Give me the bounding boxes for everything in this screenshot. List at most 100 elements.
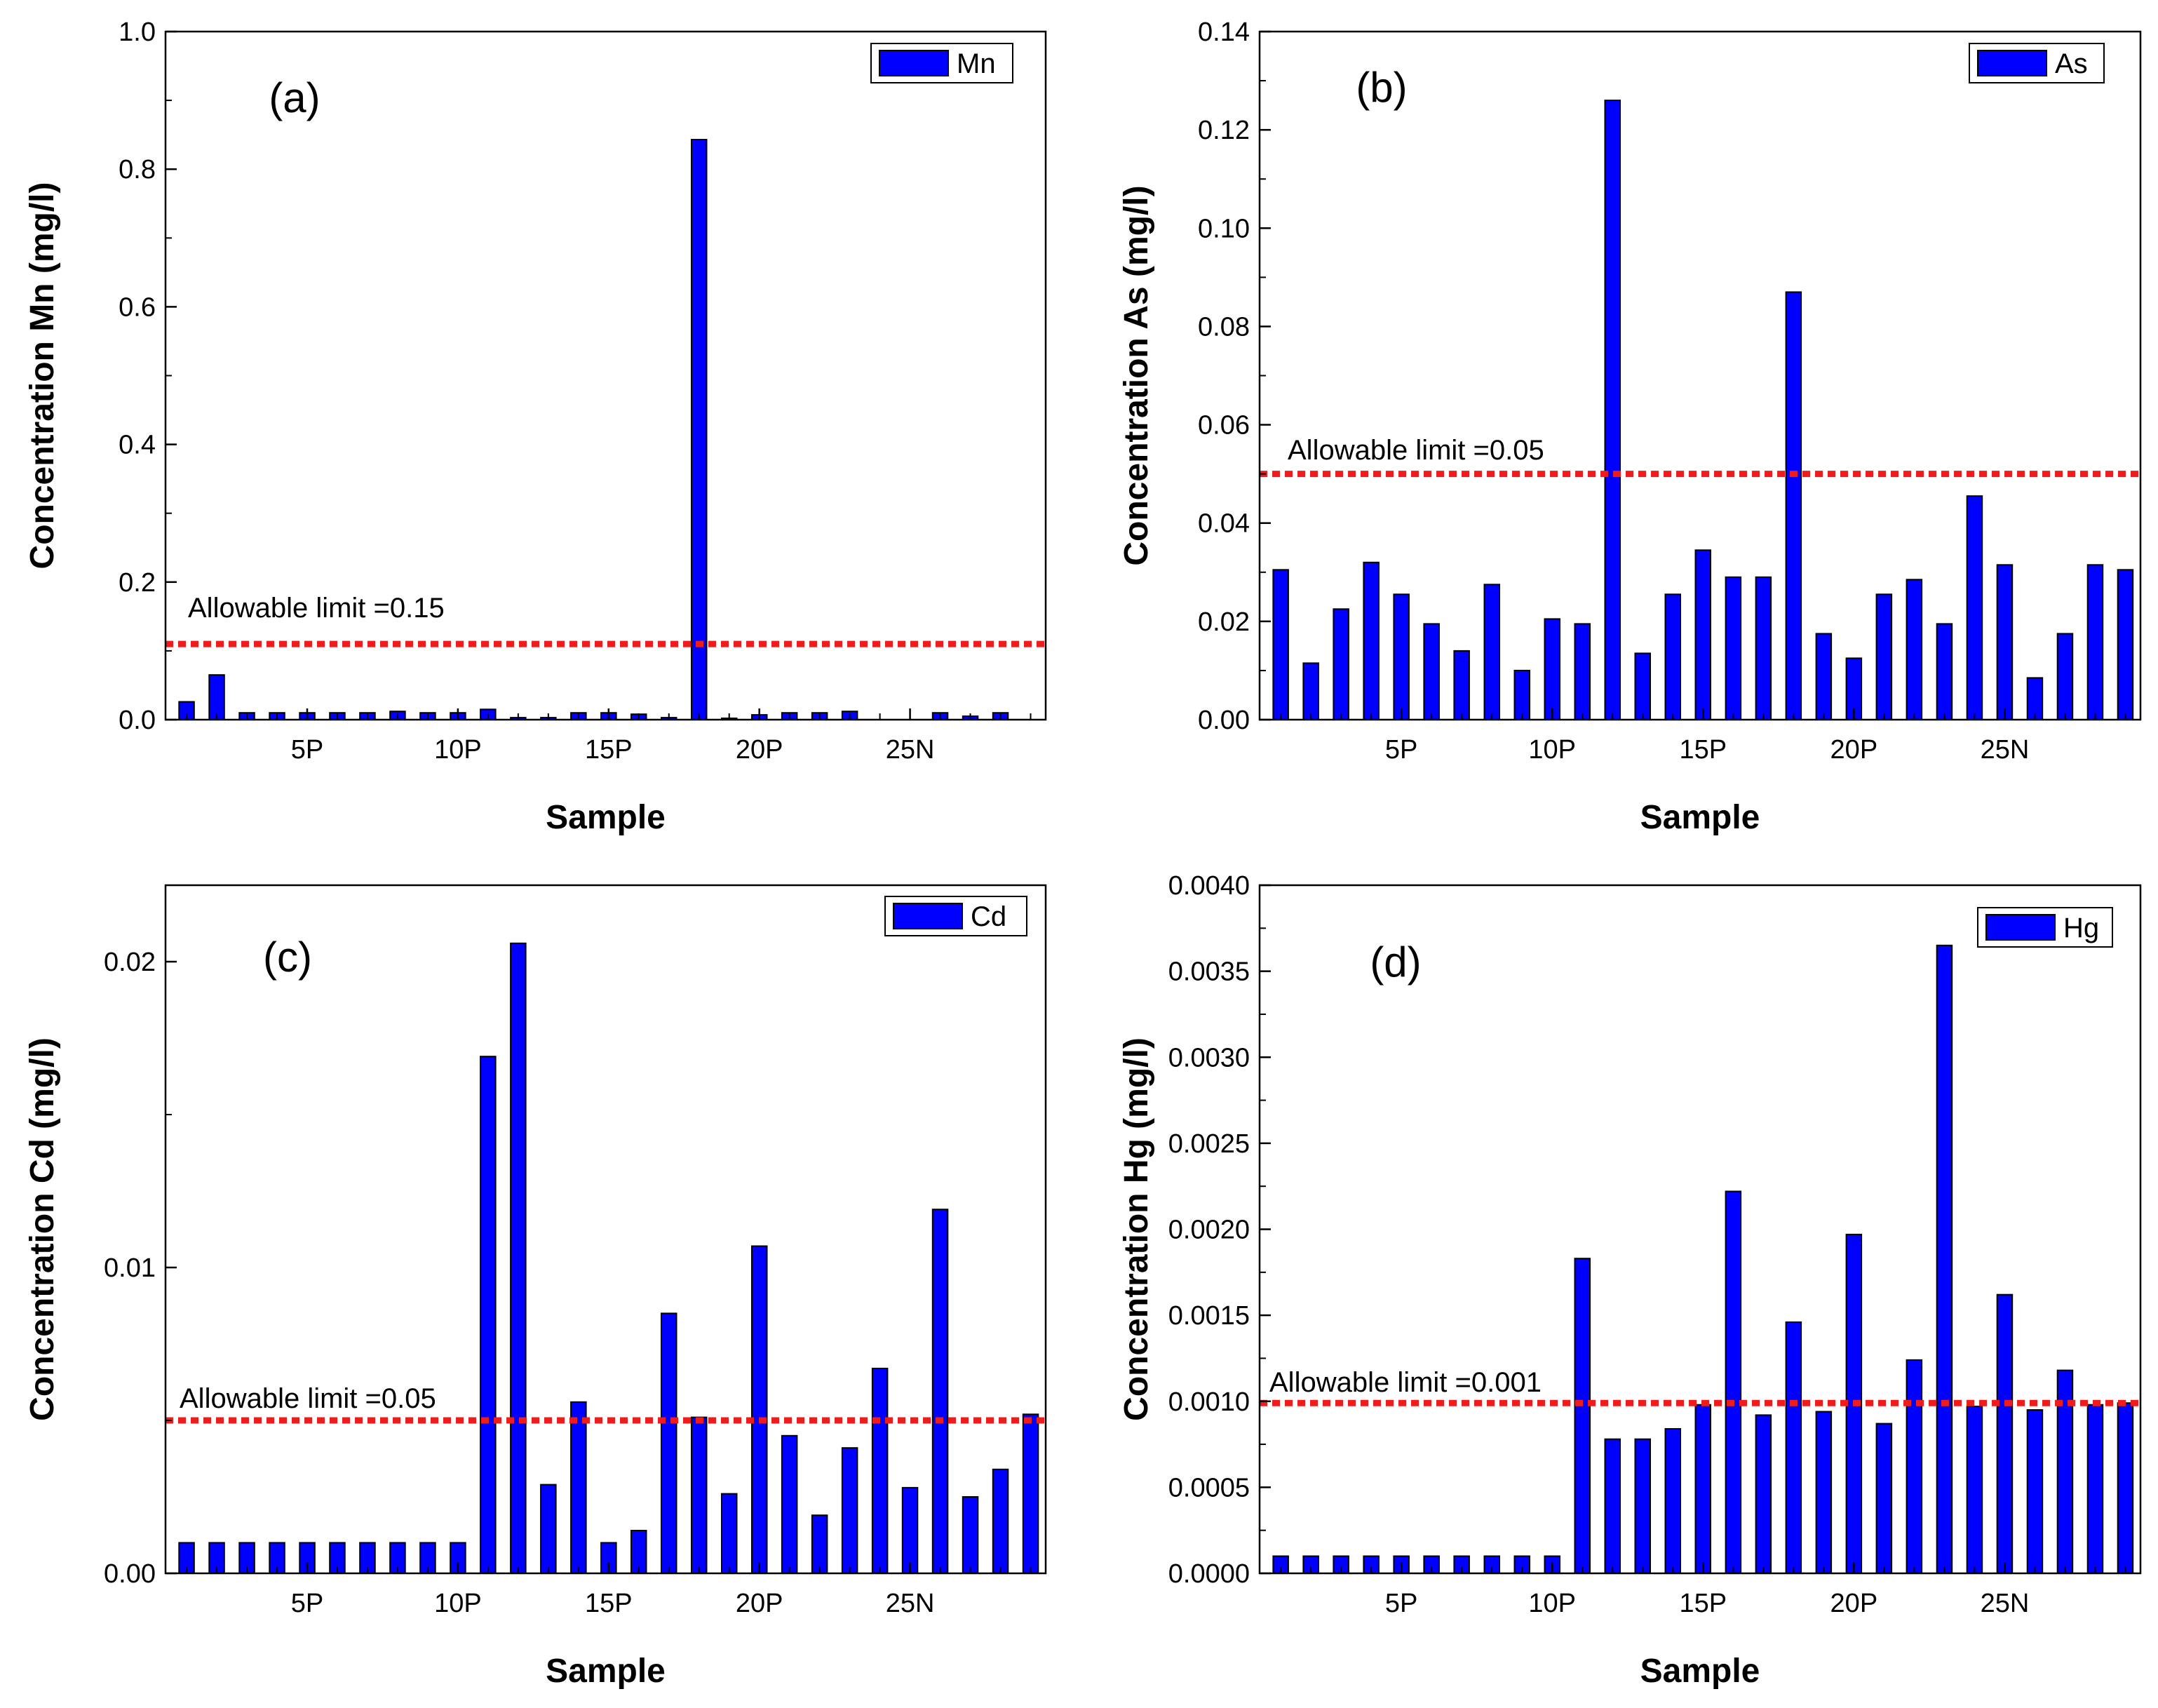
x-tick-label: 5P (1385, 1589, 1417, 1618)
panel-label: (b) (1356, 64, 1407, 111)
legend-label: As (2055, 48, 2088, 79)
legend-swatch (893, 903, 963, 929)
bar (2117, 1402, 2134, 1574)
bar (1996, 564, 2014, 720)
bar (781, 1434, 798, 1575)
bar (1363, 561, 1380, 720)
bar (1574, 1258, 1591, 1574)
y-tick-label: 0.10 (1198, 214, 1250, 243)
x-tick-label: 15P (585, 735, 633, 765)
bar (1022, 1413, 1039, 1575)
bar (2086, 564, 2104, 720)
bar (1906, 1359, 1923, 1575)
legend: Mn (870, 43, 1013, 83)
bar (1755, 1414, 1772, 1575)
plot-frame (164, 884, 1047, 1575)
bar (1604, 1438, 1621, 1574)
x-tick-label: 15P (1679, 1589, 1727, 1618)
bar (1936, 623, 1953, 721)
bar (691, 1416, 708, 1574)
x-tick-label: 25N (1981, 1589, 2030, 1618)
bar (1544, 618, 1560, 721)
allowable-limit-label: Allowable limit =0.05 (1288, 435, 1544, 466)
legend: Hg (1977, 907, 2113, 948)
y-tick-label: 0.08 (1198, 312, 1250, 342)
y-tick-label: 0.06 (1198, 411, 1250, 441)
legend: Cd (884, 896, 1027, 936)
allowable-limit-label: Allowable limit =0.05 (180, 1383, 436, 1414)
y-tick-label: 0.12 (1198, 116, 1250, 145)
x-tick-label: 20P (736, 1589, 783, 1618)
bar (1513, 669, 1530, 721)
bar (1785, 291, 1802, 720)
y-tick-label: 0.00 (104, 1559, 156, 1589)
legend-swatch (879, 50, 949, 76)
x-tick-label: 15P (585, 1589, 633, 1618)
bar (1333, 608, 1349, 720)
x-axis-title: Sample (1640, 799, 1760, 836)
bar (661, 1312, 677, 1575)
y-axis-title: Concentration As (mg/l) (1118, 185, 1155, 565)
bar (540, 1484, 557, 1575)
bar (751, 1245, 768, 1574)
bar (1574, 623, 1591, 721)
chart-panel-cd: Allowable limit =0.05 0.00 0.01 0.02 5P 10P 15… (24, 884, 1047, 1690)
bar (1725, 576, 1742, 720)
bar (691, 139, 708, 720)
bar (1664, 1428, 1681, 1574)
bar (2056, 633, 2074, 721)
y-tick-label: 0.0035 (1168, 957, 1250, 987)
y-tick-label: 0.00 (1198, 706, 1250, 735)
allowable-limit-label: Allowable limit =0.001 (1269, 1367, 1542, 1398)
bar (992, 1468, 1009, 1575)
x-tick-label: 5P (1385, 735, 1417, 765)
bar (570, 1401, 587, 1575)
bar (1966, 1406, 1983, 1574)
y-tick-label: 0.0025 (1168, 1129, 1250, 1159)
bar (1996, 1293, 2014, 1574)
bar (1815, 1411, 1833, 1574)
bar (1906, 579, 1923, 720)
bar (2026, 1409, 2044, 1574)
y-tick-label: 0.04 (1198, 509, 1250, 539)
bar (208, 674, 225, 721)
bar (931, 1209, 949, 1574)
y-axis-title: Concentration Hg (mg/l) (1118, 1037, 1155, 1421)
bar (1875, 593, 1893, 720)
bar (630, 1530, 647, 1574)
x-tick-label: 20P (736, 735, 783, 765)
bar (1694, 1404, 1711, 1574)
legend-label: Mn (957, 48, 996, 79)
panel-label: (d) (1370, 939, 1421, 986)
bar (1423, 623, 1440, 721)
x-tick-label: 10P (1528, 1589, 1576, 1618)
bar (1875, 1423, 1893, 1574)
bar (1634, 652, 1651, 721)
bar (901, 1486, 919, 1574)
bar (2117, 569, 2134, 720)
bar (1604, 100, 1621, 721)
bar (811, 1514, 828, 1574)
x-tick-label: 20P (1830, 735, 1878, 765)
y-tick-label: 0.02 (104, 948, 156, 977)
y-tick-label: 0.0000 (1168, 1559, 1250, 1589)
bar (1453, 650, 1470, 721)
y-tick-label: 0.14 (1198, 18, 1250, 47)
y-tick-label: 0.2 (119, 568, 156, 598)
bar (1815, 633, 1833, 721)
y-tick-label: 0.0015 (1168, 1301, 1250, 1331)
y-tick-label: 0.8 (119, 155, 156, 184)
x-tick-label: 5P (291, 735, 323, 765)
x-tick-label: 25N (886, 1589, 935, 1618)
y-axis-title: Concentration Mn (mg/l) (24, 182, 61, 570)
x-tick-label: 25N (886, 735, 935, 765)
chart-panel-hg: Allowable limit =0.001 0.0000 0.0005 0.0010… (1118, 871, 2142, 1690)
bar (510, 942, 527, 1575)
y-tick-label: 0.02 (1198, 607, 1250, 637)
y-tick-label: 0.0030 (1168, 1043, 1250, 1072)
x-tick-label: 20P (1830, 1589, 1878, 1618)
bar (1302, 662, 1319, 721)
chart-panel-as: Allowable limit =0.05 0.00 0.02 0.04 0.06 0.0… (1118, 18, 2142, 836)
x-tick-label: 25N (1981, 735, 2030, 765)
